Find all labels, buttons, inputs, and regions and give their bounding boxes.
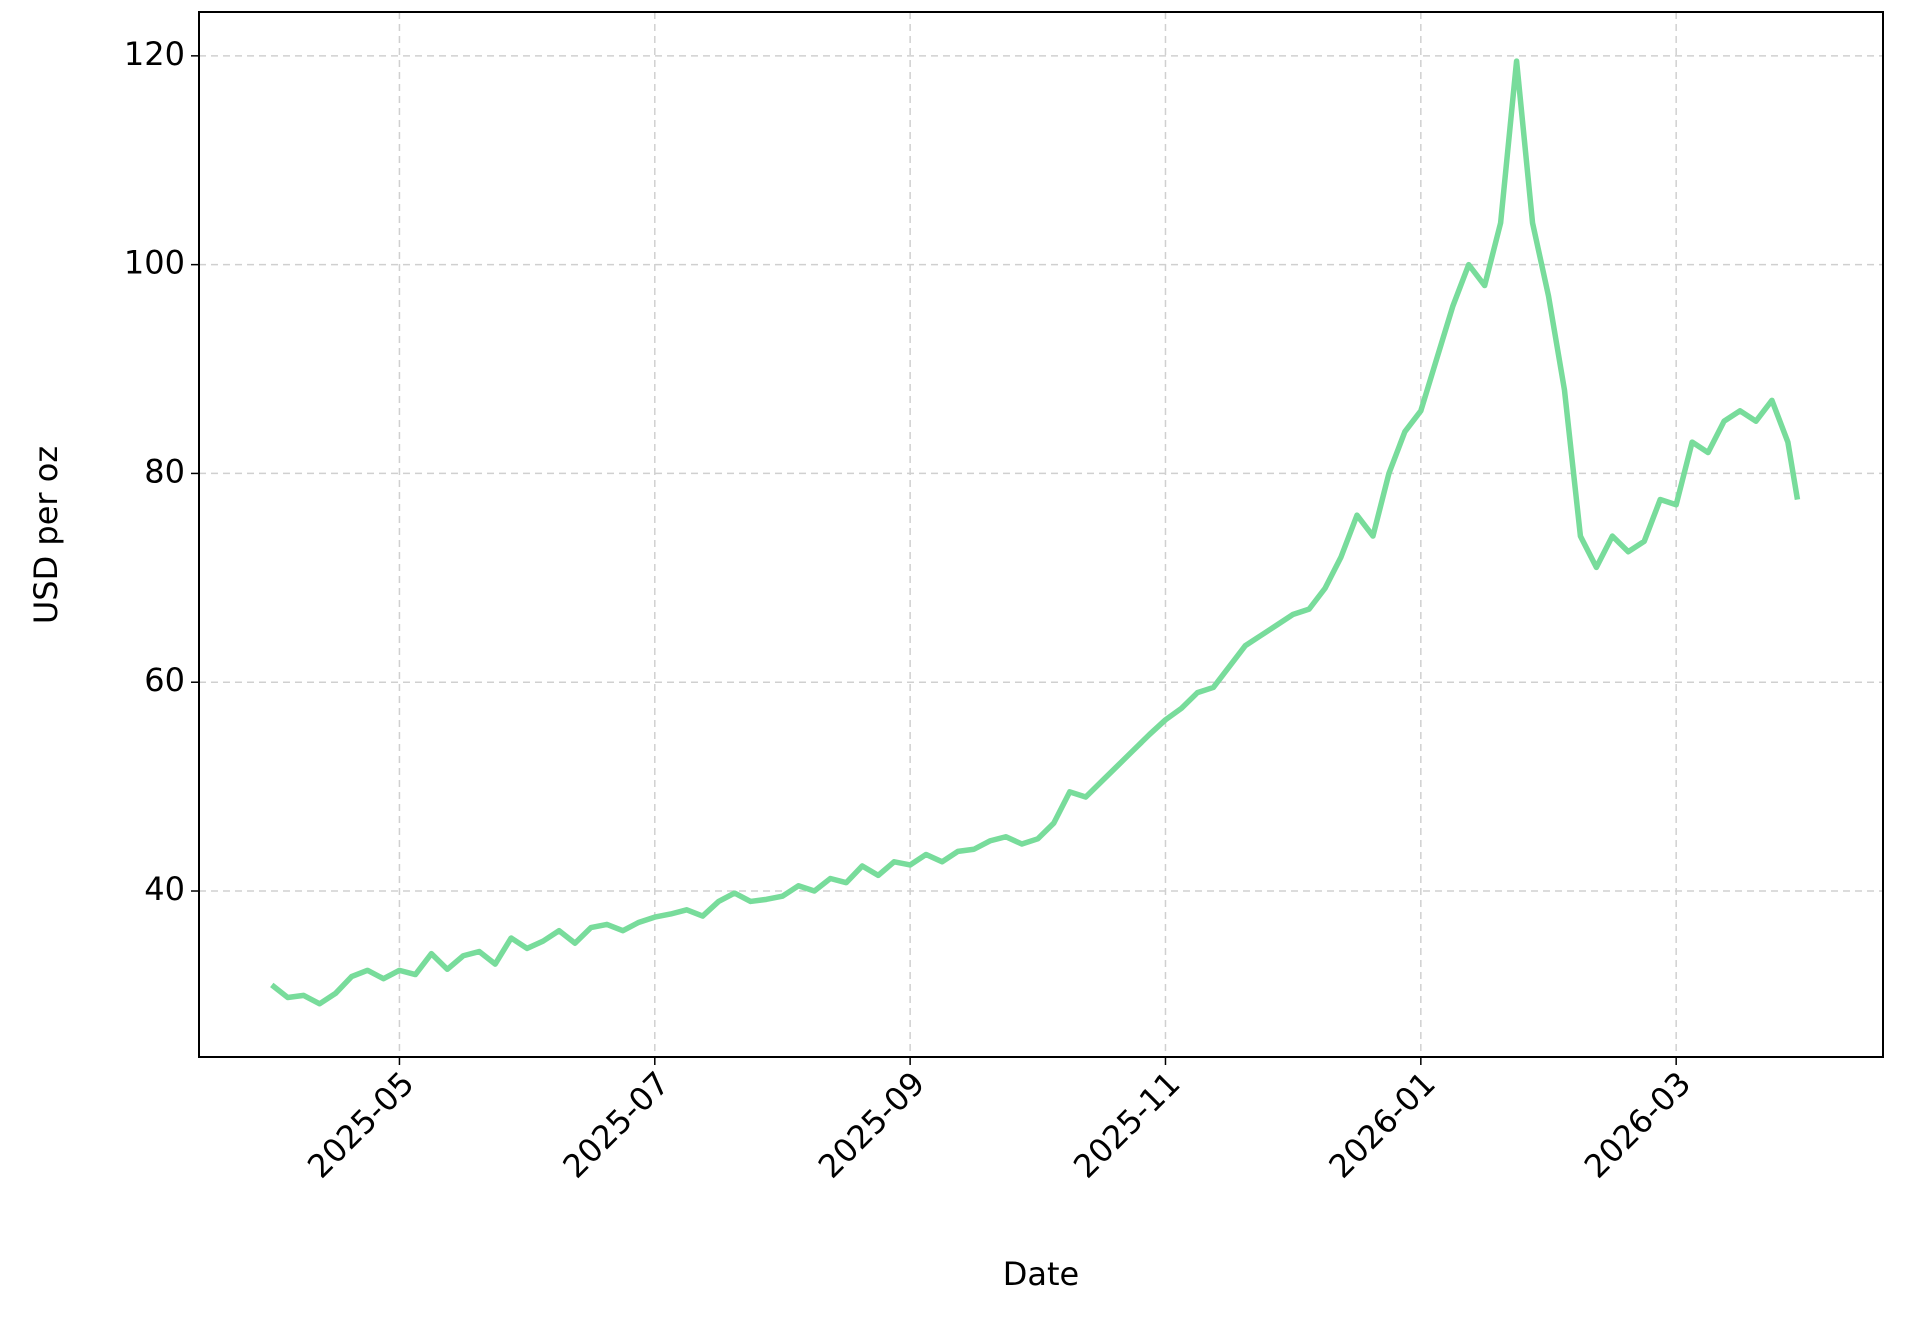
x-axis-label: Date (1003, 1255, 1079, 1293)
x-tick-label: 2026-03 (1577, 1064, 1698, 1185)
y-axis-label: USD per oz (27, 446, 65, 624)
y-tick-label: 120 (124, 35, 185, 73)
x-tick-label: 2025-05 (300, 1064, 421, 1185)
plot-frame (198, 11, 1884, 1058)
x-tick-label: 2026-01 (1321, 1064, 1442, 1185)
y-tick-label: 100 (124, 244, 185, 282)
x-tick-label: 2025-07 (555, 1064, 676, 1185)
y-tick-label: 40 (144, 870, 185, 908)
y-tick-label: 80 (144, 452, 185, 490)
data-line (270, 58, 1801, 1007)
x-tick-label: 2025-11 (1066, 1064, 1187, 1185)
x-tick-label: 2025-09 (811, 1064, 932, 1185)
y-tick-label: 60 (144, 661, 185, 699)
